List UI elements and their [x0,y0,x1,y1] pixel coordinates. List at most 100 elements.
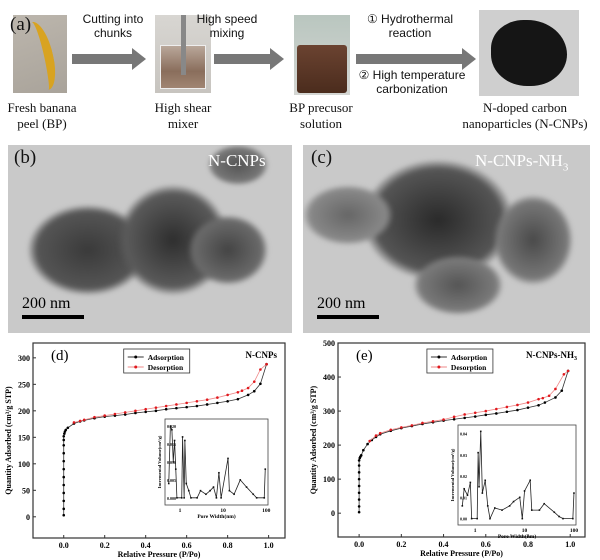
inset-data-point [478,485,480,488]
banana-peel-photo [13,15,67,93]
data-point-desorption [185,401,188,405]
inset-x-tick-label: 1 [474,528,477,534]
inset-y-tick-label: 0.020 [167,424,176,429]
data-point-desorption [566,369,570,373]
inset-data-point [227,457,229,460]
data-point-adsorption [62,459,66,463]
data-point-desorption [164,404,168,408]
y-tick-label: 150 [18,433,30,442]
inset-data-point [508,505,511,507]
data-point-desorption [240,389,244,392]
data-point-adsorption [185,405,188,409]
data-point-adsorption [543,401,547,404]
inset-data-point [215,497,218,499]
x-tick-label: 0.4 [141,541,151,550]
inset-data-point [263,497,266,499]
x-tick-label: 0.2 [396,540,406,549]
inset-data-point [264,468,267,470]
inset-y-tick-label: 0.015 [167,442,176,447]
inset-data-point [553,511,556,514]
inset-data-point [512,500,515,503]
data-point-adsorption [357,505,361,508]
y-axis-label: Quantity Adsorbed (cm³/g STP) [309,385,318,494]
data-point-adsorption [164,407,168,411]
inset-data-point [255,497,258,499]
caption-bp-precursor-solution: BP precusor solution [289,100,353,131]
data-point-desorption [368,439,371,443]
inset-x-tick-label: 10 [220,508,226,514]
high-shear-mixer-photo [155,15,211,93]
data-point-adsorption [62,475,66,479]
legend-box [426,348,494,374]
inset-data-point [218,471,220,474]
data-point-desorption [463,413,466,416]
inset-y-tick-label: 0.00 [460,517,467,522]
inset-x-tick-label: 100 [262,508,271,514]
scale-bar [22,315,84,319]
data-point-adsorption [62,451,66,455]
arrow3-label-top: ① Hydrothermal reaction [366,12,454,40]
inset-data-point [489,517,491,520]
data-point-adsorption [560,389,564,392]
sample-label: N-CNPs [208,151,266,170]
inset-data-point [228,489,231,492]
data-point-desorption [265,362,268,366]
data-point-adsorption [526,406,530,409]
panel-label: (e) [356,348,373,364]
data-point-adsorption [357,498,361,501]
legend-marker [134,355,138,359]
data-point-adsorption [62,499,66,503]
data-point-desorption [541,396,545,400]
data-point-desorption [526,401,530,404]
inset-data-point [538,509,541,511]
inset-data-point [461,505,464,507]
inset-x-axis-label: Pore Width(nm) [197,513,236,520]
inset-data-point [529,479,531,482]
data-point-desorption [431,419,435,423]
data-point-desorption [123,411,127,414]
inset-data-point [220,497,222,499]
process-arrow-icon [214,48,284,70]
data-point-desorption [554,387,557,391]
y-tick-label: 50 [22,486,30,495]
legend-marker [134,365,138,369]
inset-y-tick-label: 0.04 [460,432,467,437]
data-point-adsorption [495,412,498,415]
inset-data-point [174,468,177,470]
inset-data-point [181,436,184,438]
inset-y-tick-label: 0.000 [167,496,176,501]
data-point-adsorption [62,483,66,487]
inset-data-point [169,425,172,427]
data-point-adsorption [62,491,66,495]
data-point-adsorption [357,477,361,481]
inset-data-point [466,494,469,497]
inset-data-point [187,489,190,492]
inset-frame [457,424,577,526]
bp-precursor-solution-photo [294,15,350,95]
arrow3-label-bottom: ② High temperature carbonization [358,68,466,96]
inset-y-tick-label: 0.010 [167,460,176,465]
inset-data-point [196,497,198,499]
data-point-desorption [205,398,209,401]
inset-data-point [245,486,248,488]
inset-y-tick-label: 0.02 [460,474,467,479]
data-point-desorption [195,399,199,403]
inset-data-point [183,497,185,499]
inset-data-point [479,430,482,433]
inset-data-point [493,507,496,509]
data-point-adsorption [357,510,361,514]
x-tick-label: 0.6 [481,540,491,549]
inset-x-tick-label: 1 [179,508,182,514]
legend-label: Adsorption [148,353,185,362]
inset-data-point [209,489,211,492]
x-tick-label: 0.0 [354,540,364,549]
legend-label: Desorption [148,363,184,372]
data-point-adsorption [66,426,70,430]
data-point-desorption [252,380,256,383]
data-point-desorption [473,411,477,415]
inset-data-point [239,479,242,481]
x-tick-label: 0.6 [182,541,192,550]
x-axis-label: Relative Pressure (P/Po) [420,549,503,558]
legend-box [123,348,191,374]
data-point-adsorption [252,389,256,393]
